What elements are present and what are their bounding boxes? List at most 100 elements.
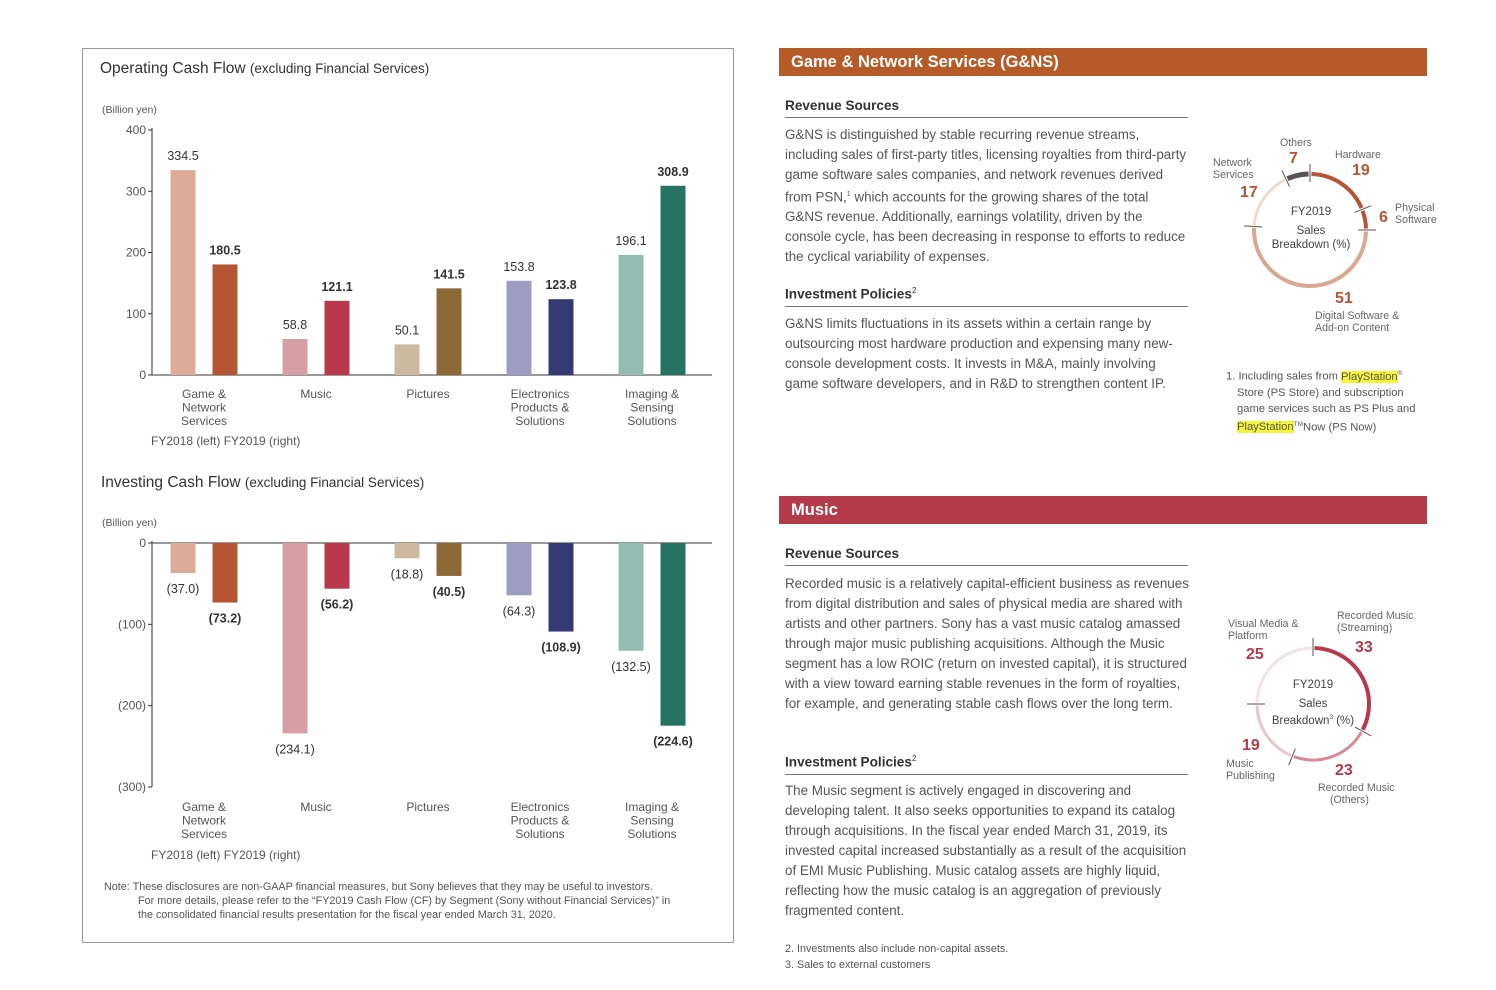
donut-slice [1293, 731, 1363, 762]
y-tick-label: (300) [118, 780, 146, 794]
y-tick-label: (200) [118, 699, 146, 713]
gns-hardware-label: Hardware [1335, 149, 1381, 161]
bar-value-label: 50.1 [395, 323, 419, 337]
music-streaming-label: Recorded Music (Streaming) [1337, 610, 1414, 634]
y-tick-label: 100 [126, 307, 146, 321]
gns-footnote-1: 1. Including sales from PlayStation® Sto… [1226, 370, 1416, 434]
donut-slice [1255, 705, 1292, 757]
gns-hardware-value: 19 [1352, 162, 1370, 179]
gns-header: Game & Network Services (G&NS) [779, 48, 1427, 76]
bar-fy2019 [548, 299, 574, 375]
category-label: Solutions [515, 827, 564, 841]
gns-physical-label: Physical Software [1395, 202, 1437, 226]
bar-fy2018 [170, 170, 196, 375]
bar-fy2018 [394, 543, 420, 559]
gns-revenue-text: G&NS is distinguished by stable recurrin… [785, 127, 1187, 265]
bar-value-label: 334.5 [167, 149, 198, 163]
gns-investment-heading: Investment Policies2 [785, 286, 1188, 307]
operating-cf-title: Operating Cash Flow (excluding Financial… [100, 60, 430, 77]
bar-fy2018 [506, 543, 532, 596]
category-label: Sensing [630, 401, 673, 415]
category-label: Pictures [406, 800, 449, 814]
investing-cash-flow-chart: 0 (100) (200) (300) (Billion yen) (37.0) (73.2… [102, 517, 712, 862]
bar-value-label: 58.8 [283, 318, 307, 332]
gns-digital-value: 51 [1335, 290, 1353, 307]
donut-divider [1354, 726, 1372, 737]
bar-fy2018 [282, 338, 308, 375]
music-publishing-value: 19 [1242, 737, 1260, 754]
bar-value-label: (234.1) [275, 742, 315, 756]
bar-value-label: (132.5) [611, 660, 651, 674]
gns-donut-center: FY2019 Sales Breakdown (%) [1271, 206, 1351, 251]
music-others-label: Recorded Music (Others) [1318, 782, 1395, 806]
category-label: Network [182, 401, 227, 415]
legend-text: FY2018 (left) FY2019 (right) [151, 848, 300, 862]
bar-value-label: 180.5 [209, 243, 240, 257]
bar-fy2019 [212, 264, 238, 375]
investing-cf-title: Investing Cash Flow (excluding Financial… [101, 474, 425, 491]
donut-slice [1314, 646, 1371, 731]
music-investment-heading: Investment Policies2 [785, 754, 1188, 775]
y-tick-label: 0 [139, 368, 146, 382]
bar-fy2019 [660, 185, 686, 375]
donut-slice [1255, 646, 1312, 703]
bar-fy2018 [618, 543, 644, 651]
music-publishing-label: Music Publishing [1226, 758, 1275, 782]
category-label: Game & [182, 800, 226, 814]
donut-divider [1281, 170, 1291, 187]
bar-value-label: (224.6) [653, 735, 693, 749]
category-label: Music [300, 387, 331, 401]
legend-text: FY2018 (left) FY2019 (right) [151, 434, 300, 448]
bar-fy2018 [282, 543, 308, 734]
category-label: Sensing [630, 814, 673, 828]
bar-value-label: 121.1 [321, 280, 352, 294]
bar-value-label: (40.5) [433, 585, 466, 599]
bar-value-label: 308.9 [657, 165, 688, 179]
gns-physical-value: 6 [1379, 209, 1388, 226]
y-tick-label: 400 [126, 123, 146, 137]
music-revenue-text: Recorded music is a relatively capital-e… [785, 576, 1189, 711]
music-streaming-value: 33 [1355, 639, 1373, 656]
donut-divider [1288, 748, 1296, 766]
bar-fy2019 [436, 288, 462, 375]
y-unit-label: (Billion yen) [102, 104, 157, 116]
category-label: Pictures [406, 387, 449, 401]
music-footnotes: 2. Investments also include non-capital … [785, 943, 1009, 971]
donut-slice [1286, 171, 1309, 182]
bar-fy2018 [506, 280, 532, 375]
category-label: Solutions [627, 827, 676, 841]
category-label: Network [182, 814, 227, 828]
bar-fy2019 [548, 543, 574, 632]
category-label: Solutions [627, 414, 676, 428]
gns-digital-label: Digital Software & Add-on Content [1315, 310, 1400, 334]
bar-value-label: 123.8 [545, 278, 576, 292]
bar-fy2018 [394, 344, 420, 375]
bar-fy2019 [212, 543, 238, 603]
bar-value-label: 196.1 [615, 234, 646, 248]
category-label: Music [300, 800, 331, 814]
bar-value-label: 141.5 [433, 267, 464, 281]
category-label: Services [181, 827, 227, 841]
category-label: Imaging & [625, 387, 679, 401]
gns-revenue-heading: Revenue Sources [785, 98, 1188, 118]
donut-slice [1311, 172, 1364, 209]
donut-slice [1252, 178, 1286, 226]
donut-divider [1354, 205, 1372, 213]
donut-divider [1244, 225, 1263, 228]
bar-value-label: (108.9) [541, 641, 581, 655]
bar-value-label: (37.0) [167, 582, 200, 596]
y-tick-label: 300 [126, 184, 146, 198]
music-visual-label: Visual Media & Platform [1228, 618, 1299, 642]
category-label: Game & [182, 387, 226, 401]
gns-investment-text: G&NS limits fluctuations in its assets w… [785, 316, 1173, 391]
music-investment-text: The Music segment is actively engaged in… [785, 783, 1187, 918]
music-donut-center: FY2019 Sales Breakdown3 (%) [1271, 679, 1355, 727]
bar-fy2019 [324, 543, 350, 589]
bar-value-label: (56.2) [321, 598, 354, 612]
category-label: Products & [511, 401, 570, 415]
category-label: Electronics [511, 800, 570, 814]
donut-slice [1360, 210, 1368, 229]
bar-value-label: (64.3) [503, 604, 536, 618]
donut-slice [1252, 227, 1368, 288]
bar-fy2019 [660, 543, 686, 726]
